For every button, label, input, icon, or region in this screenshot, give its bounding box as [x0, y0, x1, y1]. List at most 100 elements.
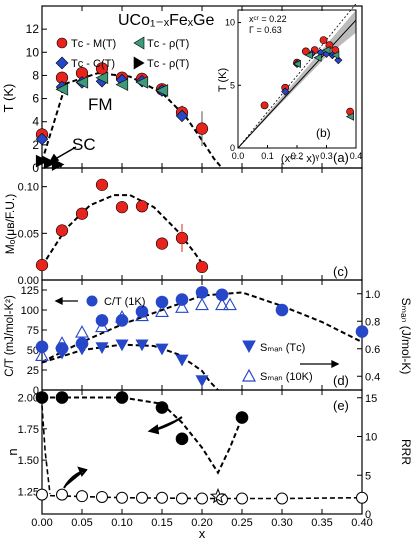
- panel-e-point-s0-3: [155, 401, 169, 414]
- panel-c-point-8: [195, 260, 209, 274]
- panel-e-n-guide: [42, 396, 243, 475]
- y-tick-label: 0.8: [365, 316, 380, 328]
- inset-b-ylabel: T (K): [217, 68, 229, 92]
- panel-e-point-s1-7: [176, 492, 188, 505]
- panel-c-ylabel: Mₒ(μʙ/F.U.): [3, 194, 17, 254]
- panel-d-point-s0-6: [155, 295, 169, 309]
- inset-b-point-s2-5: [345, 112, 354, 121]
- panel-c-point-4: [115, 201, 129, 214]
- y-tick-label: 15: [365, 393, 377, 405]
- panel-a-point-s2-3: [115, 78, 129, 91]
- legend-label-tc-c: Tᴄ - C(T): [71, 58, 115, 70]
- panel-d-point-s0-11: [355, 325, 369, 338]
- panel-a-point-s0-8: [195, 122, 209, 135]
- panel-e-point-s1-1: [56, 488, 68, 501]
- panel-e-point-s1-0: [36, 488, 48, 501]
- panel-d-point-s2-9: [215, 297, 229, 311]
- panel-c-point-1: [55, 224, 69, 237]
- panel-d-point-s2-6: [155, 304, 169, 317]
- y-tick-label: 8: [32, 68, 39, 82]
- inset-b-y-tick-label: 5: [230, 80, 235, 90]
- y-tick-label: 12: [26, 22, 40, 36]
- inset-b-label: (b): [316, 126, 331, 140]
- inset-b-point-s1-6: [334, 56, 343, 65]
- panel-d-point-s0-9: [215, 288, 229, 302]
- legend-label-smag-10k: Sₘₐₙ (10K): [260, 371, 313, 383]
- panel-e-rrr-guide-start: [41, 405, 51, 494]
- panel-d-point-s2-10: [223, 297, 237, 311]
- y-tick-label: 1.25: [18, 486, 39, 498]
- panel-a-ylabel: T (K): [1, 84, 16, 113]
- panel-a-point-s3-2: [51, 158, 65, 171]
- legend-marker-tc-m: [56, 37, 68, 49]
- panel-d-label: (d): [333, 373, 349, 388]
- panel-e-point-s0-1: [55, 391, 69, 404]
- panel-e-ylabel-right: RRR: [399, 439, 413, 465]
- panel-a-point-s2-2: [95, 71, 109, 85]
- y-tick-label: 6: [32, 92, 39, 106]
- panel-d-point-s0-4: [115, 314, 129, 327]
- panel-d-point-s2-0: [35, 348, 49, 361]
- panel-a-legend: Tᴄ - M(T) Tᴄ - ρ(T) Tᴄ - C(T) Tᴄ - ρ(T): [55, 36, 189, 70]
- panel-d-point-s0-10: [275, 303, 289, 317]
- panel-d-legend: C/T (1K) Sₘₐₙ (Tᴄ) Sₘₐₙ (10K): [54, 295, 340, 383]
- inset-b-fit-bound: [237, 3, 357, 149]
- panel-d-smag-guide: [41, 343, 219, 391]
- panel-e-point-s1-4: [116, 491, 128, 504]
- inset-b-x-tick-label: 0.3: [320, 151, 333, 161]
- panel-a-point-s2-0: [55, 83, 69, 96]
- legend-label-ct: C/T (1K): [104, 296, 145, 308]
- inset-b-fit-line: [237, 19, 357, 149]
- y-tick-label: 0: [32, 161, 39, 175]
- panel-e-point-s1-11: [276, 492, 288, 505]
- panel-a-fm-guide: [41, 72, 223, 169]
- panel-d-point-s1-1: [75, 343, 89, 356]
- y-tick-label: 1.0: [365, 289, 380, 301]
- x-tick-label: 0.15: [151, 517, 172, 529]
- x-tick-label: 0.05: [71, 517, 92, 529]
- legend-marker-tc-rho-sc: [133, 56, 145, 70]
- panel-a-title: UCo₁₋ₓFeₓGe: [118, 12, 214, 29]
- y-tick-label: 0.10: [18, 182, 39, 194]
- y-tick-label: 25: [27, 365, 39, 377]
- inset-b-param-gamma: Γ = 0.63: [249, 25, 282, 35]
- inset-b-point-s2-3: [322, 46, 331, 55]
- inset-b-x-tick-label: 0.4: [350, 151, 363, 161]
- y-tick-label: 0: [33, 385, 39, 397]
- y-tick-label: 0.05: [18, 228, 39, 240]
- panel-d-point-s1-6: [175, 354, 189, 367]
- arrow-n-left: [147, 416, 183, 435]
- legend-label-tc-m: Tᴄ - M(T): [71, 38, 116, 50]
- panel-e-ylabel: n: [5, 448, 20, 455]
- panel-e-point-s0-5: [235, 411, 249, 424]
- panel-e-point-s1-10: [236, 492, 248, 505]
- panel-a-point-s1-7: [175, 109, 189, 123]
- y-tick-label: 0.00: [18, 275, 39, 287]
- panel-d-point-s1-2: [95, 342, 109, 354]
- panel-e-point-s0-4: [175, 432, 189, 446]
- y-tick-label: 0.6: [365, 344, 380, 356]
- x-tick-label: 0.40: [351, 517, 372, 529]
- panel-a-label: (a): [333, 150, 349, 165]
- inset-b-point-s0-5: [319, 36, 328, 45]
- panel-d-point-s1-5: [155, 343, 169, 356]
- y-tick-label: 1.75: [18, 424, 39, 436]
- legend-marker-ct: [86, 295, 98, 307]
- panel-d-point-s0-0: [35, 340, 49, 354]
- inset-b-point-s1-0: [281, 87, 290, 96]
- inset-b-point-s2-0: [292, 59, 301, 69]
- y-tick-label: 10: [365, 432, 377, 444]
- panel-a-point-s3-0: [35, 154, 49, 168]
- y-tick-label: 10: [26, 45, 40, 59]
- y-tick-label: 1.50: [18, 455, 39, 467]
- panel-e-point-s1-3: [96, 490, 108, 503]
- inset-b-x-tick-label: 0.1: [261, 151, 274, 161]
- panel-d-ct-guide: [41, 291, 363, 363]
- panel-e-point-s2-0: [209, 487, 227, 504]
- legend-arrow-ct: [54, 296, 78, 306]
- panel-e-point-s0-2: [115, 391, 129, 404]
- legend-marker-tc-rho-fm: [133, 36, 145, 50]
- y-tick-label: 0.4: [365, 371, 380, 383]
- inset-b-x-tick-label: 0.0: [232, 151, 245, 161]
